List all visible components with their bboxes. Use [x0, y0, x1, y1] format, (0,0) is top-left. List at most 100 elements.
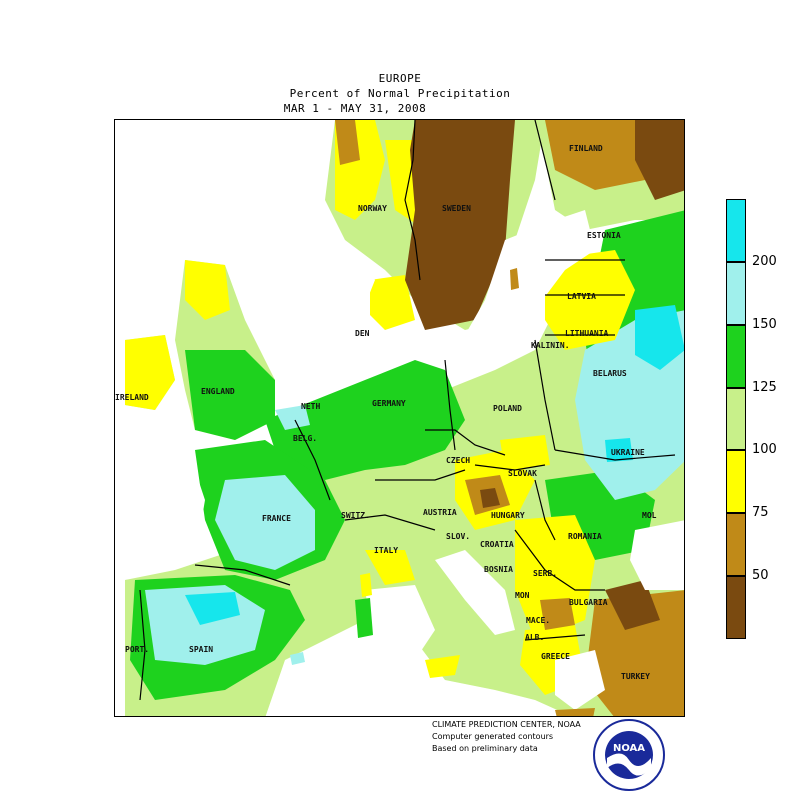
label-france: FRANCE [262, 514, 291, 523]
zone-ireland-dry [125, 335, 175, 410]
label-romania: ROMANIA [568, 532, 602, 541]
zone-norway-coast-dry [335, 120, 360, 165]
border-norway-sweden [404, 120, 421, 281]
bin-200-plus [185, 170, 684, 625]
sea-bay-biscay [115, 420, 205, 570]
label-neth: NETH [301, 402, 321, 411]
border-belarus-ukraine [554, 449, 676, 461]
legend-bin [726, 324, 746, 388]
label-latvia: LATVIA [567, 292, 596, 301]
island-balearic [290, 652, 305, 665]
zone-latvia-dry [545, 250, 635, 350]
label-mace: MACE. [526, 616, 551, 625]
zone-ukraine-extreme [605, 438, 633, 462]
label-slovak: SLOVAK [508, 469, 537, 478]
border-poland-belarus [534, 339, 556, 451]
island-crete [555, 708, 595, 716]
legend-tick-label: 125 [752, 379, 777, 395]
border-balkans [514, 529, 605, 591]
label-croatia: CROATIA [480, 540, 514, 549]
zone-belarus-extreme [635, 305, 684, 370]
zone-italy-north-dry [365, 550, 415, 585]
zone-bulgaria-very-dry [605, 580, 660, 630]
label-austria: AUSTRIA [423, 508, 457, 517]
label-poland: POLAND [493, 404, 522, 413]
sea-aegean [555, 650, 605, 710]
label-hungary: HUNGARY [491, 511, 525, 520]
island-corsica [360, 573, 372, 597]
credit-line-3: Based on preliminary data [432, 744, 538, 753]
zone-uk-wet [185, 350, 275, 440]
label-mon: MON [515, 591, 530, 600]
legend-bin [726, 387, 746, 451]
sea-mediterranean [265, 620, 571, 716]
border-france-germany [294, 419, 331, 501]
label-estonia: ESTONIA [587, 231, 621, 240]
zone-hungary-very-dry [480, 488, 500, 508]
credit-line-2: Computer generated contours [432, 732, 554, 741]
sea-baltic [465, 210, 595, 340]
label-bosnia: BOSNIA [484, 565, 513, 574]
legend-bin [726, 513, 746, 577]
label-ireland: IRELAND [115, 393, 149, 402]
label-kalinin: KALININ. [531, 341, 570, 350]
label-port: PORT. [125, 645, 150, 654]
zone-balkan-south-dry [540, 598, 575, 630]
zone-spain-extreme [185, 592, 240, 625]
noaa-logo-text: NOAA [613, 743, 645, 754]
legend-bin [726, 261, 746, 325]
zone-central-europe-wet [265, 360, 465, 480]
label-belarus: BELARUS [593, 369, 627, 378]
label-slov: SLOV. [446, 532, 471, 541]
zone-sweden-very-dry [405, 120, 515, 330]
label-bulgaria: BULGARIA [569, 598, 608, 607]
border-germany-austria [375, 469, 466, 481]
country-borders [139, 120, 676, 701]
border-italy-alps [344, 514, 436, 531]
island-sardinia [355, 598, 373, 638]
zone-turkey-dry [585, 590, 684, 716]
label-serb: SERB. [533, 569, 558, 578]
sea-north-sea [245, 240, 375, 380]
label-spain: SPAIN [189, 645, 214, 654]
island-gotland [510, 268, 519, 290]
map-canvas [115, 120, 684, 716]
label-greece: GREECE [541, 652, 570, 661]
legend-bin [726, 199, 746, 262]
sea-black-sea [630, 520, 684, 590]
map-subtitle: Percent of Normal Precipitation [289, 87, 511, 100]
border-czech [425, 429, 506, 456]
zone-finland-very-dry [635, 120, 684, 200]
islands [290, 268, 595, 716]
legend-tick-label: 50 [752, 568, 769, 584]
zone-northsea-very-wet [275, 405, 310, 430]
sea-adriatic [435, 550, 515, 635]
map-period: MAR 1 - MAY 31, 2008 [283, 102, 427, 115]
label-switz: SWITZ. [341, 511, 370, 520]
zone-slovakia-dry [500, 435, 550, 470]
zone-scotland-dry [185, 260, 230, 320]
label-turkey: TURKEY [621, 672, 650, 681]
label-ukraine: UKRAINE [611, 448, 645, 457]
island-sicily [425, 655, 460, 678]
border-france-spain [194, 564, 291, 586]
map-title: EUROPE [378, 72, 422, 85]
label-germany: GERMANY [372, 399, 406, 408]
precipitation-map: FINLAND NORWAY SWEDEN ESTONIA LATVIA LIT… [114, 119, 685, 717]
border-portugal [139, 589, 146, 701]
legend-tick-label: 150 [752, 316, 777, 332]
noaa-logo: NOAA [593, 719, 665, 791]
credit-line-1: CLIMATE PREDICTION CENTER, NOAA [432, 720, 581, 729]
label-norway: NORWAY [358, 204, 387, 213]
label-alb: ALB. [525, 633, 545, 642]
zone-france-very-wet [215, 475, 315, 570]
legend-tick-label: 100 [752, 442, 777, 458]
color-legend [726, 199, 746, 639]
sea-atlantic-west [115, 120, 325, 320]
legend-bin [726, 450, 746, 514]
label-finland: FINLAND [569, 144, 603, 153]
sea-tyrrhenian [365, 585, 435, 660]
label-bels: BELG. [293, 434, 318, 443]
zone-finland-dry [545, 120, 655, 190]
legend-tick-label: 75 [752, 505, 769, 521]
